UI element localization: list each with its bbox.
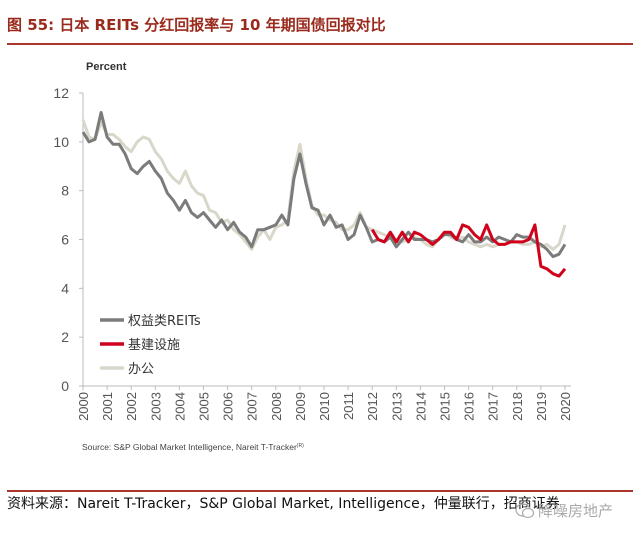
x-tick-label: 2018 [510,392,525,421]
y-tick-label: 2 [61,329,69,345]
x-tick-label: 2008 [269,392,284,421]
x-tick-label: 2007 [245,392,260,421]
bottom-divider [7,490,633,492]
x-tick-label: 2002 [124,392,139,421]
watermark-text: 降噪房地产 [538,502,614,520]
x-tick-label: 2003 [148,392,163,421]
top-divider [7,43,633,45]
x-tick-label: 2015 [438,392,453,421]
y-tick-label: 4 [61,280,69,296]
legend-label: 办公 [128,362,154,377]
x-tick-label: 2017 [486,392,501,421]
x-tick-label: 2014 [413,392,428,421]
y-tick-label: 10 [53,134,69,150]
series-line [81,119,567,251]
x-tick-label: 2009 [293,392,308,421]
x-tick-label: 2004 [172,392,187,421]
watermark: 降噪房地产 [515,500,613,521]
x-tick-label: 2012 [365,392,380,421]
x-tick-label: 2000 [76,392,91,421]
x-tick-label: 2010 [317,392,332,421]
footer-source: 资料来源：Nareit T-Tracker，S&P Global Market,… [7,496,560,512]
y-tick-label: 12 [53,85,69,101]
legend-label: 权益类REITs [128,313,201,329]
x-tick-label: 2013 [389,392,404,421]
wechat-icon [515,502,535,518]
y-tick-label: 0 [61,378,69,394]
x-tick-label: 2006 [221,392,236,421]
figure-title: 图 55: 日本 REITs 分红回报率与 10 年期国债回报对比 [7,16,386,34]
x-tick-label: 2019 [534,392,549,421]
x-tick-label: 2016 [462,392,477,421]
y-axis-label: Percent [86,61,127,73]
chart-source-note: Source: S&P Global Market Intelligence, … [82,442,304,452]
x-tick-label: 2011 [341,392,356,420]
series-line [81,111,567,259]
chart: Percent 0 2 4 6 8 10 12 2000 2001 2002 2003 2004 200… [53,61,573,452]
y-tick-label: 6 [61,232,69,248]
x-tick-label: 2005 [197,392,212,421]
x-tick-label: 2001 [100,392,115,421]
series-line [370,223,567,278]
legend-label: 基建设施 [128,338,180,353]
y-tick-label: 8 [61,183,69,199]
x-tick-label: 2020 [558,392,573,421]
